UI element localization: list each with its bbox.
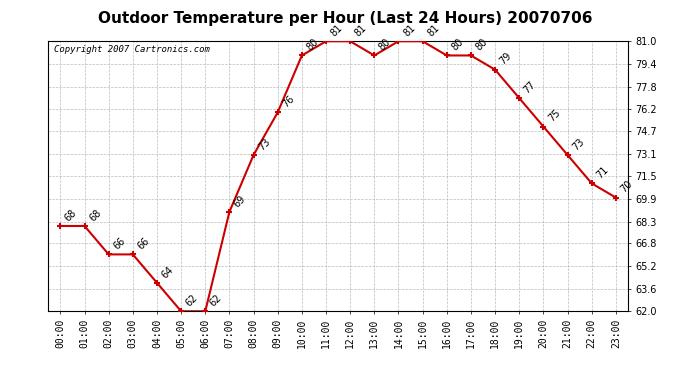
Text: 76: 76 xyxy=(281,94,296,110)
Text: 77: 77 xyxy=(522,80,538,95)
Text: 81: 81 xyxy=(329,23,344,39)
Text: 81: 81 xyxy=(353,23,368,39)
Text: 81: 81 xyxy=(426,23,441,39)
Text: 69: 69 xyxy=(233,193,248,209)
Text: 66: 66 xyxy=(136,236,151,252)
Text: 80: 80 xyxy=(305,37,320,52)
Text: 64: 64 xyxy=(160,264,175,280)
Text: Copyright 2007 Cartronics.com: Copyright 2007 Cartronics.com xyxy=(54,45,210,54)
Text: 75: 75 xyxy=(546,108,562,124)
Text: 81: 81 xyxy=(402,23,417,39)
Text: 73: 73 xyxy=(257,136,272,152)
Text: 79: 79 xyxy=(498,51,513,67)
Text: Outdoor Temperature per Hour (Last 24 Hours) 20070706: Outdoor Temperature per Hour (Last 24 Ho… xyxy=(98,11,592,26)
Text: 71: 71 xyxy=(595,165,610,181)
Text: 73: 73 xyxy=(571,136,586,152)
Text: 62: 62 xyxy=(208,292,224,309)
Text: 70: 70 xyxy=(619,179,634,195)
Text: 62: 62 xyxy=(184,292,199,309)
Text: 80: 80 xyxy=(450,37,465,52)
Text: 68: 68 xyxy=(63,207,79,223)
Text: 80: 80 xyxy=(474,37,489,52)
Text: 80: 80 xyxy=(377,37,393,52)
Text: 66: 66 xyxy=(112,236,127,252)
Text: 68: 68 xyxy=(88,207,103,223)
